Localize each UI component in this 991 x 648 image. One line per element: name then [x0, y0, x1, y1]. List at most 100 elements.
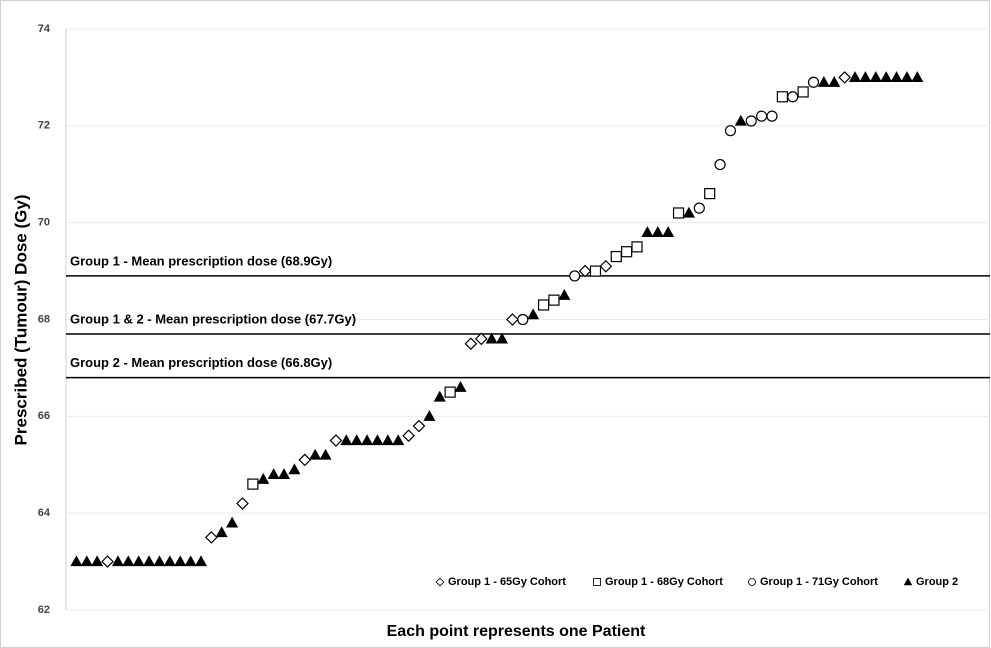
y-tick-label: 74 [38, 23, 51, 35]
point [80, 555, 93, 567]
point [734, 114, 747, 126]
point [537, 299, 550, 311]
point [672, 207, 685, 219]
point [143, 555, 156, 567]
point [662, 226, 675, 237]
point [340, 434, 353, 446]
x-axis-label: Each point represents one Patient [387, 623, 646, 640]
point [153, 555, 166, 567]
legend-label: Group 1 - 65Gy Cohort [448, 576, 566, 588]
point [610, 250, 622, 263]
y-axis-label: Prescribed (Tumour) Dose (Gy) [11, 195, 30, 446]
point [163, 555, 176, 567]
point [288, 463, 301, 475]
point [807, 76, 820, 88]
point [787, 91, 799, 103]
point [682, 206, 695, 218]
point [247, 478, 259, 490]
point [91, 555, 104, 567]
point [464, 337, 478, 351]
point [381, 434, 394, 446]
y-tick-label: 62 [38, 604, 50, 616]
point [329, 434, 343, 447]
point [433, 390, 446, 402]
point [859, 71, 872, 83]
point [454, 381, 467, 392]
point [766, 110, 778, 122]
point [911, 71, 924, 83]
reference-label: Group 2 - Mean prescription dose (66.8Gy… [70, 355, 332, 370]
point [724, 125, 737, 137]
legend-label: Group 1 - 71Gy Cohort [760, 576, 878, 588]
point [578, 264, 592, 278]
point [496, 332, 509, 344]
point [298, 453, 312, 467]
point [412, 419, 426, 433]
point [101, 555, 114, 568]
y-tick-label: 66 [38, 410, 50, 422]
point [527, 308, 540, 320]
y-tick-label: 72 [38, 120, 50, 132]
y-tick-label: 64 [38, 507, 51, 519]
point [444, 386, 456, 398]
point [641, 226, 654, 237]
point [558, 289, 571, 300]
point [714, 158, 726, 171]
point [631, 241, 643, 253]
point [267, 468, 280, 480]
point [402, 429, 415, 443]
point [350, 434, 363, 446]
point [204, 531, 218, 544]
point [900, 71, 913, 83]
point [651, 226, 664, 237]
point [194, 555, 207, 567]
point [361, 434, 374, 446]
point [569, 270, 581, 282]
point [817, 76, 830, 87]
reference-label: Group 1 & 2 - Mean prescription dose (67… [70, 311, 356, 326]
point [599, 259, 613, 273]
point [226, 516, 239, 528]
point [755, 110, 768, 122]
point [371, 434, 384, 446]
legend-marker [748, 578, 756, 586]
point [319, 448, 332, 460]
point [621, 246, 633, 258]
y-tick-label: 68 [38, 313, 50, 325]
point [392, 434, 405, 446]
legend-marker [435, 577, 445, 587]
legend-label: Group 1 - 68Gy Cohort [605, 576, 723, 588]
point [589, 265, 602, 277]
point [880, 71, 893, 83]
point [278, 468, 291, 480]
point [485, 332, 498, 344]
point [890, 71, 903, 83]
point [506, 313, 519, 326]
point [236, 497, 249, 510]
point [309, 448, 322, 460]
point [215, 526, 228, 538]
point [797, 86, 809, 98]
point [423, 410, 436, 421]
point [548, 294, 560, 306]
point [70, 555, 83, 567]
point [184, 555, 197, 567]
legend-label: Group 2 [916, 576, 958, 588]
point [828, 76, 841, 87]
point [132, 555, 145, 567]
point [745, 115, 757, 127]
point [776, 91, 788, 103]
point [838, 71, 852, 84]
point [693, 202, 705, 214]
point [704, 188, 716, 200]
y-tick-label: 70 [38, 217, 50, 229]
legend-marker [593, 578, 601, 586]
point [122, 555, 135, 567]
point [849, 71, 862, 83]
point [174, 555, 187, 567]
point [474, 332, 488, 346]
reference-label: Group 1 - Mean prescription dose (68.9Gy… [70, 253, 332, 268]
point [869, 71, 882, 83]
